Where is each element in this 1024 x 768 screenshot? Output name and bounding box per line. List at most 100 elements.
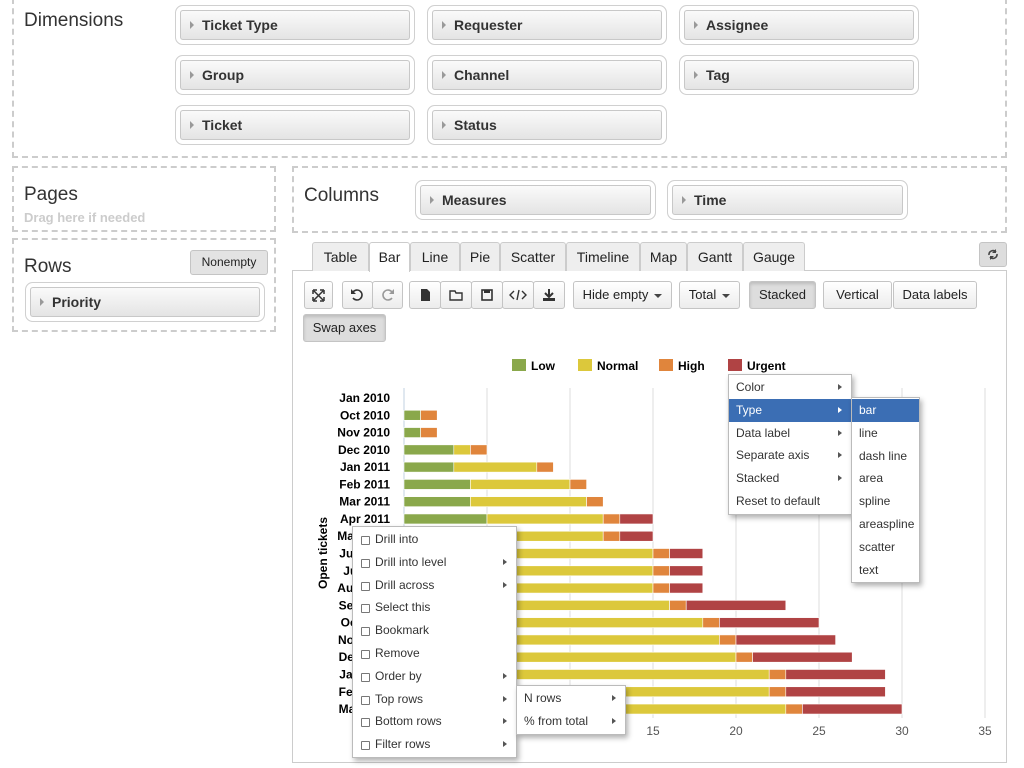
menu-label: N rows (524, 691, 562, 705)
menu-item[interactable]: Drill into (353, 528, 516, 551)
tab[interactable]: Map (640, 242, 687, 271)
menu-item[interactable]: Top rows (353, 688, 516, 711)
legend-label: High (678, 359, 705, 373)
menu-label: bar (859, 403, 877, 417)
toolbar-button[interactable]: Stacked (749, 281, 816, 309)
open-button[interactable] (440, 281, 472, 309)
tab[interactable]: Line (410, 242, 460, 271)
bar-segment (486, 513, 604, 525)
menu-item[interactable]: % from total (517, 710, 625, 733)
menu-item[interactable]: Bookmark (353, 619, 516, 642)
zone-title: Dimensions (24, 10, 124, 31)
bar-segment (652, 565, 670, 577)
bar-segment (453, 444, 471, 456)
toolbar-button[interactable]: Vertical (823, 281, 892, 309)
bar-segment (619, 513, 654, 525)
menu-item[interactable]: Order by (353, 665, 516, 688)
tab[interactable]: Gantt (687, 242, 743, 271)
menu-item[interactable]: bar (852, 399, 919, 422)
dimension-item[interactable]: Status (432, 110, 662, 140)
menu-item[interactable]: text (852, 559, 919, 582)
dimension-item[interactable]: Channel (432, 60, 662, 90)
bar-segment (403, 461, 455, 473)
toolbar-button[interactable]: Total (679, 281, 740, 309)
button-label: Stacked (759, 287, 806, 302)
submenu-arrow (503, 695, 507, 702)
bar-segment (569, 479, 587, 490)
tab[interactable]: Bar (369, 242, 410, 272)
zone-title: Rows (24, 256, 72, 277)
export-button[interactable] (533, 281, 565, 309)
menu-item[interactable]: Data label (729, 422, 851, 445)
menu-item[interactable]: Color (729, 376, 851, 399)
menu-icon (361, 672, 370, 682)
menu-icon (361, 581, 370, 591)
bar-segment (702, 617, 720, 628)
menu-item[interactable]: dash line (852, 445, 919, 468)
redo-button[interactable] (372, 281, 403, 309)
dimension-item[interactable]: Group (180, 60, 410, 90)
menu-label: Select this (375, 600, 431, 615)
new-button[interactable] (409, 281, 441, 309)
tab[interactable]: Pie (460, 242, 500, 271)
menu-item[interactable]: N rows (517, 687, 625, 710)
y-axis-title: Open tickets (316, 517, 330, 589)
bar-segment (470, 496, 587, 507)
menu-label: spline (859, 494, 891, 509)
toolbar-button[interactable]: Data labels (893, 281, 977, 309)
bar-segment (619, 530, 654, 542)
menu-label: Color (736, 380, 765, 394)
refresh-icon (988, 249, 998, 260)
menu-label: Data label (736, 425, 791, 440)
bar-segment (420, 409, 438, 421)
fullscreen-button[interactable] (304, 281, 333, 309)
tab[interactable]: Table (312, 242, 369, 271)
bar-segment (403, 444, 455, 456)
button-label: Hide empty (582, 287, 649, 302)
dimension-item[interactable]: Ticket Type (180, 10, 410, 40)
undo-button[interactable] (342, 281, 373, 309)
menu-item[interactable]: Filter rows (353, 733, 516, 756)
menu-item[interactable]: area (852, 467, 919, 490)
dimension-item[interactable]: Tag (684, 60, 914, 90)
menu-item[interactable]: Type (729, 398, 851, 422)
menu-item[interactable]: Separate axis (729, 444, 851, 467)
zone-hint: Drag here if needed (24, 210, 146, 225)
bar-segment (785, 703, 803, 715)
code-button[interactable] (502, 281, 534, 309)
bar-segment (486, 634, 720, 646)
tab[interactable]: Gauge (743, 242, 805, 271)
menu-label: Type (736, 402, 763, 417)
menu-item[interactable]: Drill into level (353, 551, 516, 574)
tab[interactable]: Timeline (566, 242, 640, 271)
column-item[interactable]: Time (672, 185, 903, 215)
menu-item[interactable]: Drill across (353, 574, 516, 597)
dimension-item[interactable]: Ticket (180, 110, 410, 140)
menu-icon (361, 536, 370, 545)
dimension-item[interactable]: Requester (432, 10, 662, 40)
x-tick-label: 30 (895, 724, 909, 738)
toolbar-button[interactable]: Swap axes (303, 314, 386, 342)
menu-item[interactable]: areaspline (852, 513, 919, 536)
column-item[interactable]: Measures (420, 185, 651, 215)
menu-item[interactable]: line (852, 422, 919, 445)
menu-item[interactable]: Reset to default (729, 490, 851, 513)
menu-label: Filter rows (375, 737, 431, 752)
dimension-item[interactable]: Assignee (684, 10, 914, 40)
save-button[interactable] (471, 281, 503, 309)
toolbar-button[interactable]: Hide empty (573, 281, 672, 309)
menu-item[interactable]: Remove (353, 642, 516, 665)
x-tick-label: 15 (646, 724, 660, 738)
menu-label: Drill across (375, 577, 435, 592)
menu-item[interactable]: scatter (852, 536, 919, 559)
menu-item[interactable]: spline (852, 490, 919, 513)
tab[interactable]: Scatter (500, 242, 566, 271)
menu-item[interactable]: Select this (353, 596, 516, 619)
nonempty-button[interactable]: Nonempty (190, 250, 268, 275)
row-item[interactable]: Priority (30, 287, 260, 317)
bar-segment (470, 444, 488, 456)
y-tick-label: Nov 2010 (337, 426, 390, 440)
menu-item[interactable]: Bottom rows (353, 710, 516, 733)
menu-item[interactable]: Stacked (729, 467, 851, 490)
refresh-button[interactable] (979, 242, 1007, 267)
